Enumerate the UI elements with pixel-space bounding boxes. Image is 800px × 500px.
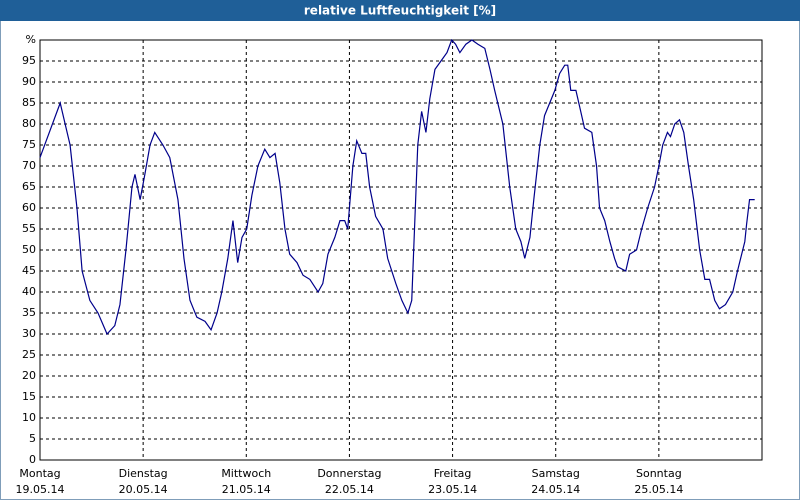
x-tick-date: 21.05.14: [222, 483, 271, 496]
y-tick-label: 30: [22, 327, 36, 340]
y-tick-label: 85: [22, 96, 36, 109]
x-tick-label: Montag: [19, 467, 60, 480]
chart-title: relative Luftfeuchtigkeit [%]: [304, 4, 496, 18]
y-tick-label: %: [26, 33, 36, 46]
title-bar: [0, 0, 800, 21]
x-tick-date: 23.05.14: [428, 483, 477, 496]
x-tick-label: Donnerstag: [317, 467, 381, 480]
y-tick-label: 50: [22, 243, 36, 256]
x-tick-date: 24.05.14: [531, 483, 580, 496]
y-tick-label: 40: [22, 285, 36, 298]
x-tick-label: Freitag: [434, 467, 472, 480]
y-tick-label: 45: [22, 264, 36, 277]
y-tick-label: 35: [22, 306, 36, 319]
y-tick-label: 65: [22, 180, 36, 193]
y-tick-label: 25: [22, 348, 36, 361]
y-tick-label: 75: [22, 138, 36, 151]
y-tick-label: 0: [29, 453, 36, 466]
y-tick-label: 10: [22, 411, 36, 424]
x-tick-date: 20.05.14: [119, 483, 168, 496]
y-tick-label: 90: [22, 75, 36, 88]
y-tick-label: 15: [22, 390, 36, 403]
y-tick-label: 70: [22, 159, 36, 172]
x-tick-label: Samstag: [532, 467, 580, 480]
humidity-line: [39, 38, 755, 336]
y-tick-label: 20: [22, 369, 36, 382]
x-tick-date: 19.05.14: [16, 483, 65, 496]
y-tick-label: 95: [22, 54, 36, 67]
y-tick-label: 55: [22, 222, 36, 235]
x-tick-date: 22.05.14: [325, 483, 374, 496]
y-tick-label: 80: [22, 117, 36, 130]
x-tick-label: Dienstag: [119, 467, 168, 480]
plot-frame: [39, 39, 763, 461]
y-tick-label: 60: [22, 201, 36, 214]
x-tick-label: Mittwoch: [221, 467, 271, 480]
y-tick-label: 5: [29, 432, 36, 445]
x-tick-date: 25.05.14: [634, 483, 683, 496]
x-tick-label: Sonntag: [636, 467, 682, 480]
